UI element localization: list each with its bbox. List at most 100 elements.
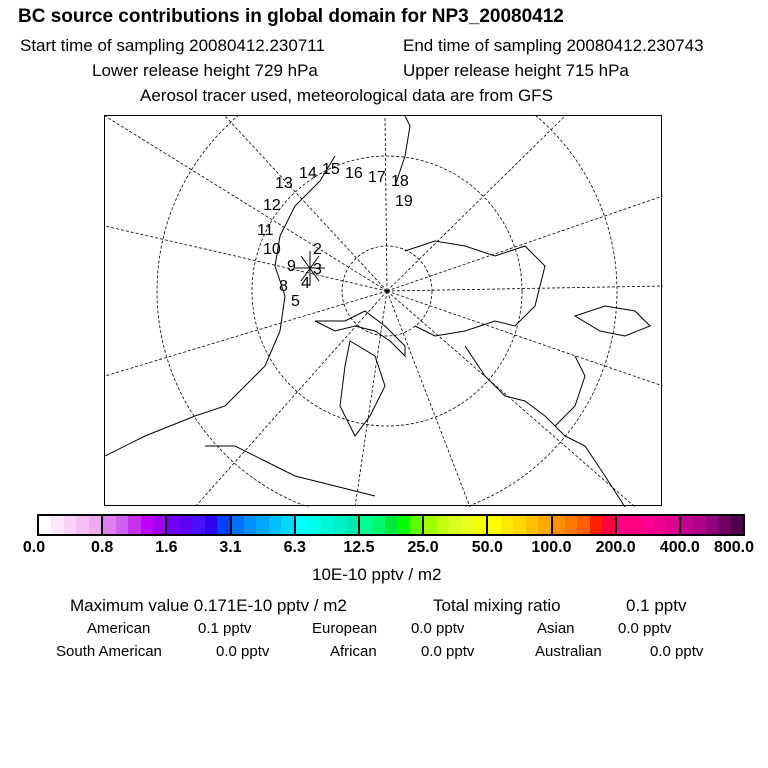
trajectory-label: 11 — [257, 222, 274, 239]
lower-release-height: Lower release height 729 hPa — [92, 61, 318, 80]
colorbar-segment — [231, 516, 296, 534]
region-value-american: 0.1 pptv — [198, 620, 252, 637]
region-value-african: 0.0 pptv — [421, 643, 475, 660]
total-mixing-ratio-label: Total mixing ratio — [433, 596, 561, 615]
region-label-american: American — [87, 620, 151, 637]
trajectory-label: 5 — [291, 293, 300, 310]
colorbar-cell — [538, 516, 551, 534]
colorbar-tick-label: 100.0 — [531, 539, 572, 556]
trajectory-label: 18 — [391, 173, 409, 190]
trajectory-label: 8 — [279, 278, 288, 295]
colorbar-cell — [629, 516, 642, 534]
colorbar-cell — [397, 516, 410, 534]
trajectory-label: 9 — [287, 258, 296, 275]
tracer-info: Aerosol tracer used, meteorological data… — [140, 86, 553, 105]
region-label-australian: Australian — [535, 643, 602, 660]
end-time: End time of sampling 20080412.230743 — [403, 36, 704, 55]
colorbar-cell — [256, 516, 269, 534]
colorbar-tick-label: 6.3 — [283, 539, 306, 556]
colorbar-cell — [167, 516, 180, 534]
colorbar-cell — [730, 516, 744, 534]
colorbar-segment — [359, 516, 425, 534]
source-marker — [295, 251, 325, 286]
colorbar-cell — [424, 516, 437, 534]
colorbar-cell — [63, 516, 77, 534]
colorbar-cell — [718, 516, 731, 534]
colorbar-tick-label: 1.6 — [155, 539, 178, 556]
colorbar-cell — [513, 516, 526, 534]
upper-release-height: Upper release height 715 hPa — [403, 61, 629, 80]
colorbar-cell — [500, 516, 514, 534]
colorbar-tick-label: 200.0 — [595, 539, 636, 556]
colorbar-segment — [39, 516, 104, 534]
trajectory-label: 10 — [263, 241, 281, 258]
colorbar-cell — [308, 516, 321, 534]
colorbar-cell — [693, 516, 706, 534]
colorbar-segment — [680, 516, 744, 534]
colorbar-cell — [488, 516, 501, 534]
region-label-european: European — [312, 620, 378, 637]
colorbar-cell — [602, 516, 615, 534]
colorbar-cell — [654, 516, 667, 534]
colorbar-cell — [140, 516, 153, 534]
trajectory-label: 16 — [345, 165, 363, 182]
colorbar-cell — [705, 516, 719, 534]
colorbar-cell — [436, 516, 449, 534]
colorbar-cell — [268, 516, 282, 534]
colorbar-cell — [152, 516, 166, 534]
colorbar-cell — [103, 516, 116, 534]
colorbar-cell — [128, 516, 141, 534]
colorbar-tick-label: 0.8 — [91, 539, 114, 556]
colorbar-segment — [552, 516, 617, 534]
map-canvas: 2 3 4 5 8 9 10 11 12 13 14 15 16 17 18 1… — [104, 115, 663, 508]
colorbar-tick-label: 3.1 — [219, 539, 242, 556]
colorbar-cell — [589, 516, 603, 534]
colorbar-cell — [666, 516, 679, 534]
colorbar-cell — [192, 516, 205, 534]
colorbar-cell — [320, 516, 334, 534]
colorbar-cell — [577, 516, 590, 534]
start-time: Start time of sampling 20080412.230711 — [20, 36, 325, 55]
colorbar-cell — [204, 516, 218, 534]
colorbar-cell — [281, 516, 294, 534]
colorbar-segment — [488, 516, 553, 534]
colorbar-tick-label: 0.0 — [22, 539, 46, 556]
colorbar-cell — [616, 516, 630, 534]
colorbar-cell — [525, 516, 539, 534]
colorbar-segment — [424, 516, 489, 534]
colorbar-tick-label: 800.0 — [713, 539, 755, 556]
colorbar-cell — [231, 516, 244, 534]
region-value-european: 0.0 pptv — [411, 620, 465, 637]
colorbar-cell — [244, 516, 257, 534]
region-value-asian: 0.0 pptv — [618, 620, 672, 637]
colorbar-tick-label: 400.0 — [659, 539, 700, 556]
trajectory-label: 13 — [275, 175, 293, 192]
trajectory-labels: 2 3 4 5 8 9 10 11 12 13 14 15 16 17 18 1… — [257, 161, 413, 310]
total-mixing-ratio-value: 0.1 pptv — [626, 596, 687, 615]
region-value-south-american: 0.0 pptv — [216, 643, 270, 660]
colorbar-segment — [295, 516, 360, 534]
colorbar-tick-label: 25.0 — [407, 539, 439, 556]
trajectory-label: 19 — [395, 193, 413, 210]
colorbar-cell — [641, 516, 654, 534]
colorbar-cell — [680, 516, 694, 534]
colorbar-cell — [552, 516, 565, 534]
colorbar-tick-label: 12.5 — [343, 539, 375, 556]
region-label-south-american: South American — [56, 643, 162, 660]
colorbar-cell — [179, 516, 193, 534]
colorbar-cell — [473, 516, 487, 534]
region-label-african: African — [330, 643, 377, 660]
colorbar-cell — [295, 516, 309, 534]
colorbar-cell — [461, 516, 474, 534]
coastlines — [104, 115, 651, 508]
colorbar-cell — [76, 516, 89, 534]
trajectory-label: 4 — [301, 275, 310, 292]
trajectory-label: 3 — [313, 261, 322, 278]
graticule — [105, 116, 663, 507]
colorbar-cell — [384, 516, 398, 534]
colorbar-cell — [345, 516, 358, 534]
trajectory-label: 17 — [368, 169, 386, 186]
region-label-asian: Asian — [537, 620, 575, 637]
max-value: Maximum value 0.171E-10 pptv / m2 — [70, 596, 347, 615]
